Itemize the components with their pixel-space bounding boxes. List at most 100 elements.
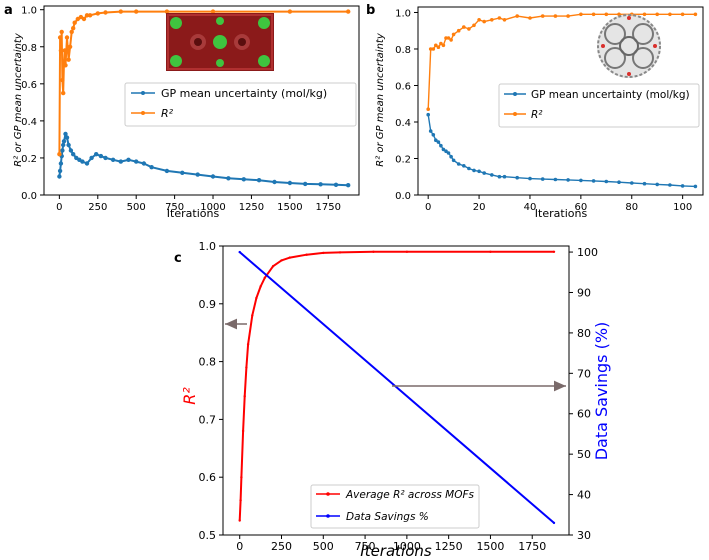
panel-label-c: c: [174, 251, 182, 266]
x-axis-label-b: Iterations: [535, 207, 588, 220]
series-point-0: [540, 177, 545, 181]
series-point-0: [98, 153, 104, 159]
series-point-0: [57, 174, 62, 179]
series-point-0: [149, 165, 154, 170]
y2-tick-label: 100: [577, 246, 598, 259]
series-point-0: [489, 250, 492, 253]
series-point-1: [61, 90, 66, 96]
series-point-1: [66, 57, 71, 62]
series-point-0: [482, 171, 487, 175]
series-point-0: [287, 180, 293, 186]
series-point-0: [240, 476, 243, 479]
legend-box-a: [124, 82, 357, 127]
y-axis-label-right-c: Data Savings (%): [592, 322, 611, 461]
series-point-0: [446, 151, 451, 155]
x-tick-label: 60: [574, 202, 587, 213]
series-point-1: [431, 47, 436, 51]
series-point-1: [71, 26, 76, 31]
y-tick-label: 0.4: [21, 117, 37, 128]
series-point-1: [72, 20, 77, 25]
x-tick-label: 1500: [476, 540, 504, 553]
x-tick-label: 500: [127, 202, 146, 213]
series-point-0: [134, 159, 139, 164]
y-tick-label: 1.0: [395, 8, 411, 19]
y2-tick-label: 70: [577, 367, 591, 380]
x-tick-label: 0: [236, 540, 243, 553]
x-tick-label: 1250: [435, 540, 463, 553]
series-point-1: [446, 36, 451, 40]
series-point-0: [288, 256, 292, 259]
series-point-1: [693, 12, 698, 17]
x-tick-label: 0: [56, 202, 62, 213]
series-point-1: [515, 14, 519, 18]
mof-structure-image-b: [597, 14, 661, 78]
series-point-0: [566, 178, 570, 182]
series-point-0: [239, 499, 242, 502]
series-point-1: [84, 13, 90, 18]
series-point-1: [95, 11, 101, 16]
series-point-0: [617, 180, 621, 184]
series-point-0: [210, 174, 216, 179]
y-tick-label: 0.2: [21, 154, 37, 165]
series-point-1: [58, 48, 64, 53]
legend-label-uncertainty-b: GP mean uncertainty (mol/kg): [531, 89, 690, 101]
series-point-1: [428, 47, 433, 51]
y-tick-label: 0.8: [395, 45, 411, 56]
x-axis-label-c: Iterations: [360, 542, 432, 560]
series-point-0: [333, 182, 339, 187]
series-point-0: [318, 182, 323, 187]
series-point-1: [456, 28, 461, 33]
legend-dot-r2-b: [513, 112, 517, 116]
series-point-0: [303, 181, 308, 187]
series-point-0: [71, 152, 76, 157]
series-point-0: [226, 176, 231, 181]
series-point-1: [490, 18, 494, 22]
x-tick-label: 0: [425, 202, 431, 213]
series-line-1: [58, 10, 349, 155]
series-point-0: [655, 182, 659, 187]
series-point-1: [61, 59, 67, 64]
series-point-1: [467, 27, 471, 31]
series-point-1: [69, 29, 74, 35]
series-point-1: [579, 12, 583, 17]
series-point-0: [256, 178, 262, 183]
series-point-1: [64, 35, 70, 40]
y-tick-label: 0.8: [21, 43, 37, 54]
series-point-0: [60, 148, 65, 153]
series-point-1: [642, 12, 647, 17]
series-point-0: [467, 166, 471, 171]
mof-structure-image-a: [166, 13, 274, 71]
series-point-1: [439, 41, 443, 46]
x-tick-label: 20: [473, 202, 486, 213]
y-tick-label: 0.6: [21, 80, 37, 91]
chart-panel-c: 0 250 500 750 1000 1250 1500 1750 0.5 0.6 0.7 0.8 0.…: [180, 240, 611, 560]
series-point-1: [60, 77, 65, 83]
y-tick-label: 0.0: [21, 191, 37, 202]
x-tick-label: 1750: [518, 540, 546, 553]
series-point-1: [477, 18, 481, 22]
y-tick-label: 0.6: [395, 81, 411, 92]
series-point-0: [238, 519, 241, 522]
series-point-1: [164, 9, 170, 14]
series-point-0: [305, 253, 308, 256]
plot-frame-b: [417, 6, 704, 196]
series-point-0: [579, 178, 583, 183]
panel-label-a: a: [4, 3, 13, 18]
series-point-0: [428, 129, 433, 133]
series-point-0: [680, 184, 685, 188]
y-tick-label: 0.9: [199, 298, 217, 311]
series-point-0: [490, 173, 494, 177]
series-point-0: [118, 159, 124, 164]
series-point-1: [134, 9, 139, 14]
x-tick-label: 750: [165, 202, 184, 213]
series-point-0: [604, 179, 609, 184]
x-tick-label: 1750: [316, 202, 341, 213]
y-tick-label: 0.4: [395, 118, 411, 129]
series-point-0: [66, 142, 71, 148]
series-point-1: [426, 107, 431, 111]
series-point-0: [263, 276, 266, 279]
legend-label-r2-b: R²: [531, 109, 543, 121]
series-point-1: [553, 14, 558, 18]
x-axis-label-a: Iterations: [167, 207, 220, 220]
y-tick-label: 1.0: [21, 6, 37, 17]
